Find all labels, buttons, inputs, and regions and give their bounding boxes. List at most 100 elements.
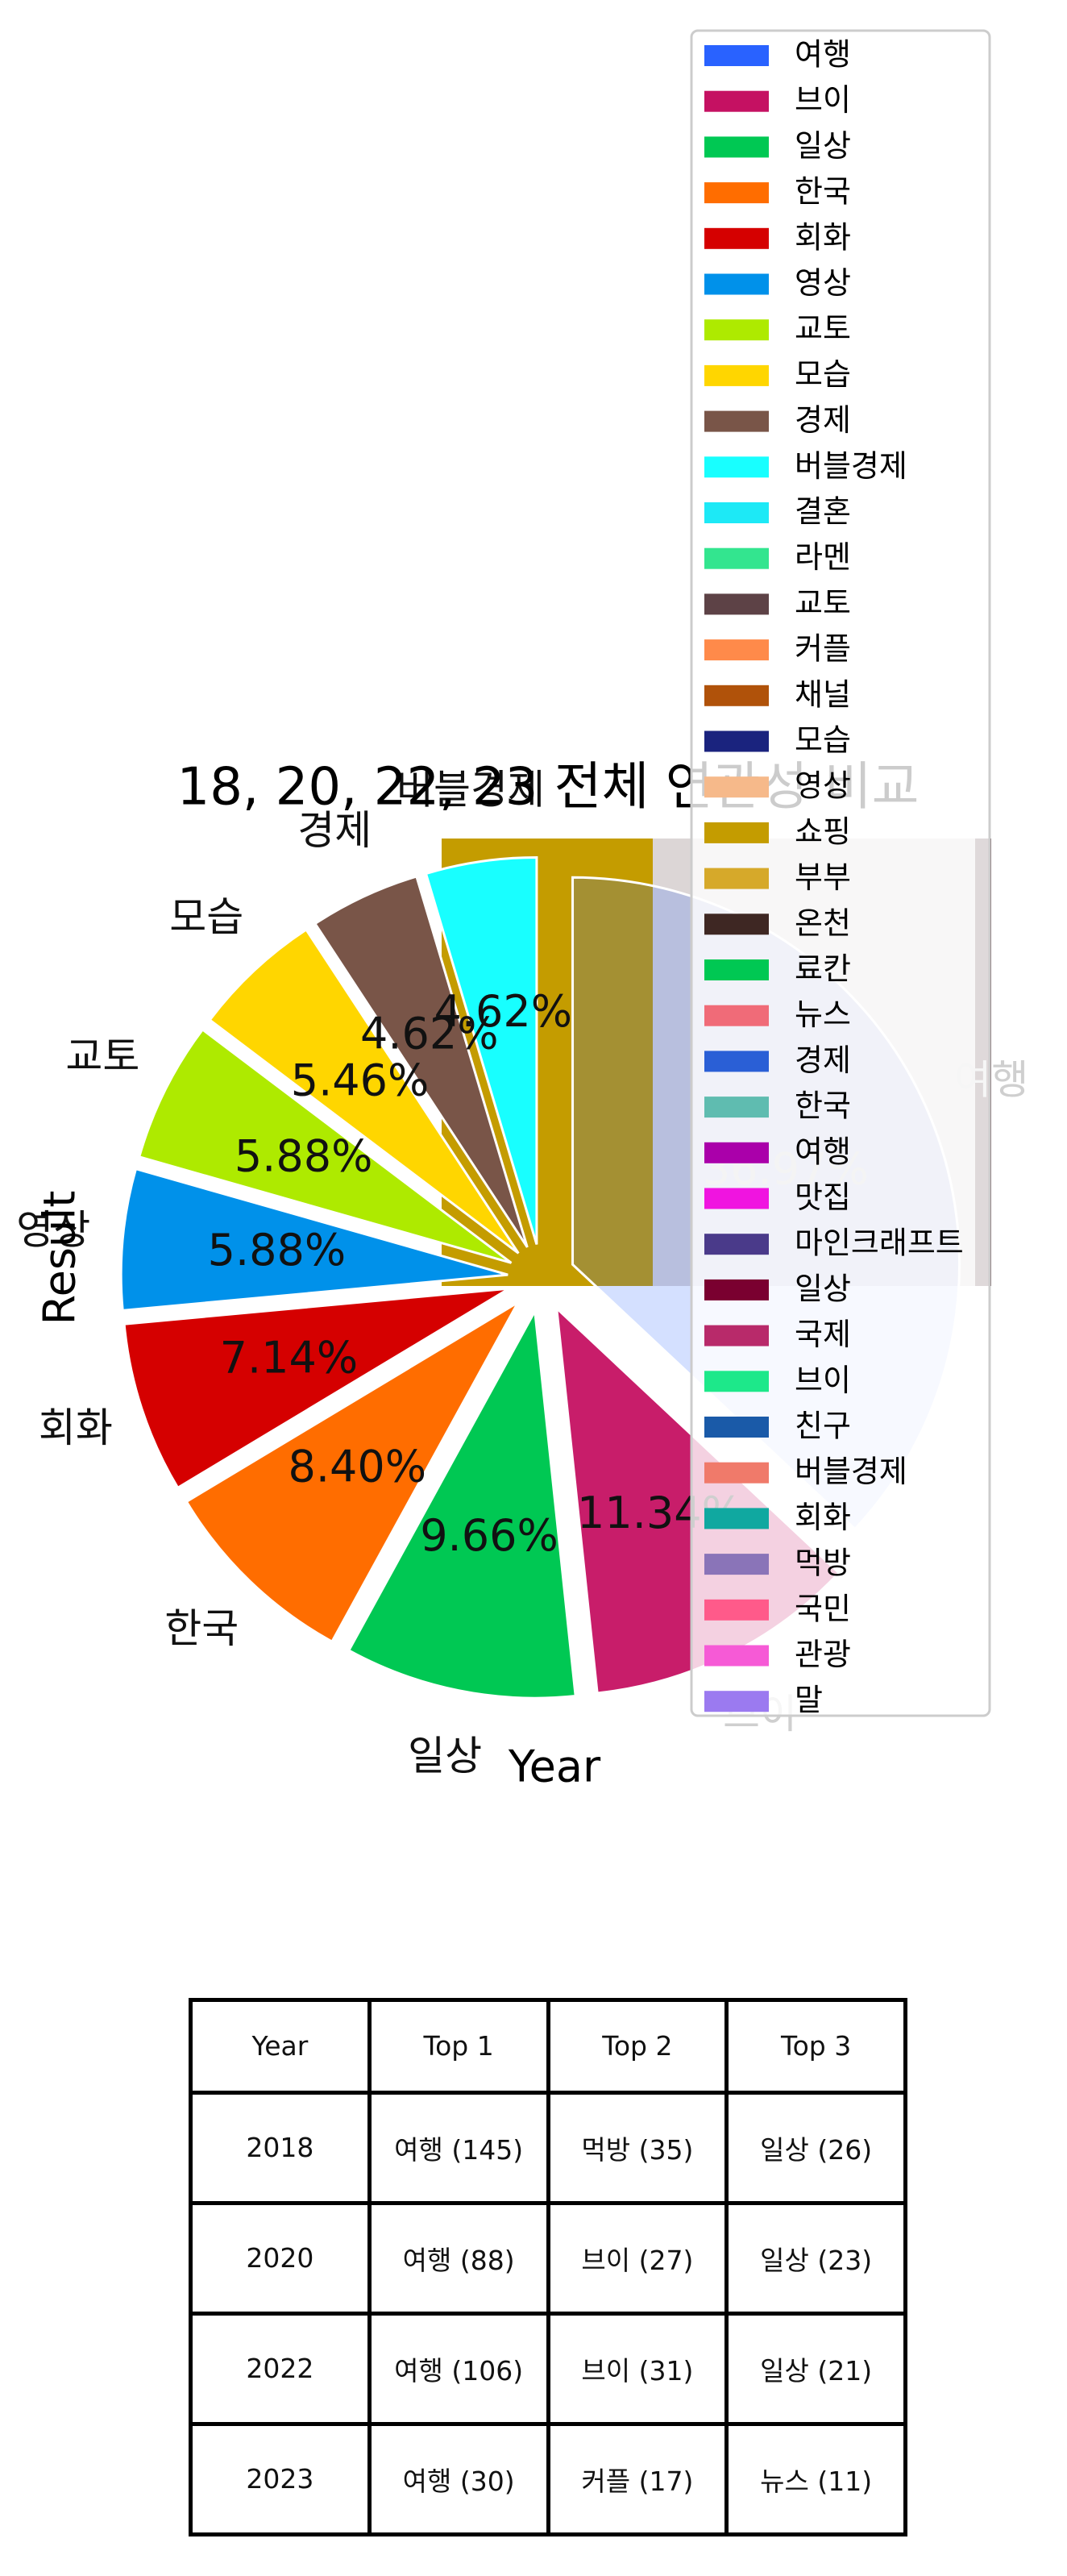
- legend-label-8: 모습: [795, 356, 851, 392]
- table-cell: 일상 (21): [724, 2311, 907, 2426]
- legend-label-26: 맛집: [795, 1180, 851, 1215]
- legend-swatch-35: [704, 1599, 769, 1621]
- table-cell: 여행 (145): [367, 2090, 550, 2205]
- legend-label-1: 여행: [795, 37, 851, 73]
- legend-swatch-5: [704, 227, 769, 249]
- pie-category-label-5: 회화: [39, 1405, 113, 1451]
- legend-swatch-28: [704, 1279, 769, 1300]
- legend-label-30: 브이: [795, 1363, 851, 1398]
- legend-label-17: 영상: [795, 768, 851, 804]
- legend-swatch-15: [704, 685, 769, 706]
- pie-percent-label-6: 5.88%: [208, 1225, 347, 1276]
- legend-swatch-36: [704, 1645, 769, 1667]
- legend-label-5: 회화: [795, 219, 851, 255]
- pie-percent-label-7: 5.88%: [235, 1131, 373, 1182]
- y-axis-label: Result: [35, 1191, 85, 1325]
- legend-swatch-7: [704, 319, 769, 341]
- pie-percent-label-10: 4.62%: [434, 986, 572, 1037]
- table-row: 2023 여행 (30) 커플 (17) 뉴스 (11): [189, 2421, 907, 2537]
- pie-slice-3: [347, 1307, 577, 1700]
- table-cell: 브이 (31): [546, 2311, 729, 2426]
- legend-label-32: 버블경제: [795, 1454, 907, 1489]
- summary-table: Year Top 1 Top 2 Top 3 2018 여행 (145) 먹방 (35) 일상…: [189, 1998, 907, 2537]
- legend-label-18: 쇼핑: [795, 814, 851, 849]
- table-cell: 뉴스 (11): [724, 2421, 907, 2537]
- table-row: 2022 여행 (106) 브이 (31) 일상 (21): [189, 2311, 907, 2426]
- legend-label-6: 영상: [795, 265, 851, 301]
- legend-swatch-27: [704, 1234, 769, 1255]
- legend-label-23: 경제: [795, 1042, 851, 1078]
- legend-label-28: 일상: [795, 1271, 851, 1306]
- table-cell: 2020: [189, 2200, 372, 2316]
- legend-swatch-6: [704, 273, 769, 295]
- legend-swatch-12: [704, 547, 769, 569]
- legend-swatch-33: [704, 1508, 769, 1529]
- legend-swatch-8: [704, 364, 769, 386]
- table-header-cell: Top 2: [546, 1998, 729, 2095]
- legend-label-27: 마인크래프트: [795, 1226, 964, 1261]
- legend-swatch-32: [704, 1462, 769, 1484]
- table-header-row: Year Top 1 Top 2 Top 3: [189, 1998, 907, 2095]
- legend-swatch-37: [704, 1691, 769, 1712]
- legend-swatch-22: [704, 1005, 769, 1026]
- table-cell: 먹방 (35): [546, 2090, 729, 2205]
- legend-swatch-29: [704, 1325, 769, 1346]
- legend-label-29: 국제: [795, 1317, 851, 1352]
- pie-category-label-4: 한국: [164, 1605, 239, 1652]
- table-cell: 일상 (23): [724, 2200, 907, 2316]
- table-row: 2018 여행 (145) 먹방 (35) 일상 (26): [189, 2090, 907, 2205]
- table-cell: 2023: [189, 2421, 372, 2537]
- table-header-cell: Top 1: [367, 1998, 550, 2095]
- legend-swatch-3: [704, 136, 769, 158]
- legend-label-25: 여행: [795, 1134, 851, 1169]
- legend-label-4: 한국: [795, 174, 851, 210]
- legend-label-37: 말: [795, 1683, 823, 1718]
- table-cell: 2018: [189, 2090, 372, 2205]
- legend-swatch-4: [704, 182, 769, 204]
- pie-slice-9: [313, 875, 529, 1248]
- legend-label-36: 관광: [795, 1637, 851, 1672]
- legend-swatch-17: [704, 776, 769, 798]
- legend-swatch-10: [704, 456, 769, 478]
- legend-label-13: 교토: [795, 585, 851, 621]
- table-header-cell: Top 3: [724, 1998, 907, 2095]
- legend-label-14: 커플: [795, 631, 851, 667]
- pie-slice-8: [208, 927, 520, 1255]
- pie-percent-label-3: 9.66%: [420, 1510, 558, 1561]
- legend-label-16: 모습: [795, 722, 851, 758]
- pie-slice-10: [424, 855, 538, 1245]
- legend-label-7: 교토: [795, 311, 851, 347]
- legend-label-10: 버블경제: [795, 448, 907, 484]
- pie-category-label-8: 모습: [169, 893, 243, 940]
- legend-swatch-31: [704, 1417, 769, 1438]
- pie-slice-5: [122, 1287, 510, 1490]
- pie-slice-7: [137, 1027, 513, 1264]
- legend-label-21: 료칸: [795, 951, 851, 987]
- legend-label-24: 한국: [795, 1088, 851, 1124]
- table-cell: 브이 (27): [546, 2200, 729, 2316]
- table-cell: 여행 (30): [367, 2421, 550, 2537]
- legend-label-33: 회화: [795, 1500, 851, 1535]
- pie-percent-label-8: 5.46%: [291, 1055, 430, 1106]
- pie-slice-4: [185, 1299, 521, 1644]
- legend-label-9: 경제: [795, 402, 851, 438]
- legend-swatch-24: [704, 1097, 769, 1118]
- legend-label-19: 부부: [795, 859, 851, 895]
- legend-label-22: 뉴스: [795, 997, 851, 1032]
- legend-swatch-21: [704, 959, 769, 980]
- pie-percent-label-4: 8.40%: [288, 1442, 426, 1492]
- legend-swatch-1: [704, 45, 769, 66]
- legend-swatch-19: [704, 868, 769, 889]
- legend-swatch-25: [704, 1142, 769, 1163]
- legend-swatch-23: [704, 1051, 769, 1072]
- legend-swatch-30: [704, 1371, 769, 1392]
- legend-swatch-34: [704, 1554, 769, 1575]
- legend-swatch-14: [704, 639, 769, 661]
- pie-category-label-7: 교토: [65, 1033, 139, 1080]
- legend-swatch-11: [704, 502, 769, 523]
- legend-swatch-26: [704, 1188, 769, 1209]
- legend-swatch-13: [704, 593, 769, 615]
- legend-swatch-20: [704, 913, 769, 935]
- legend-swatch-9: [704, 410, 769, 432]
